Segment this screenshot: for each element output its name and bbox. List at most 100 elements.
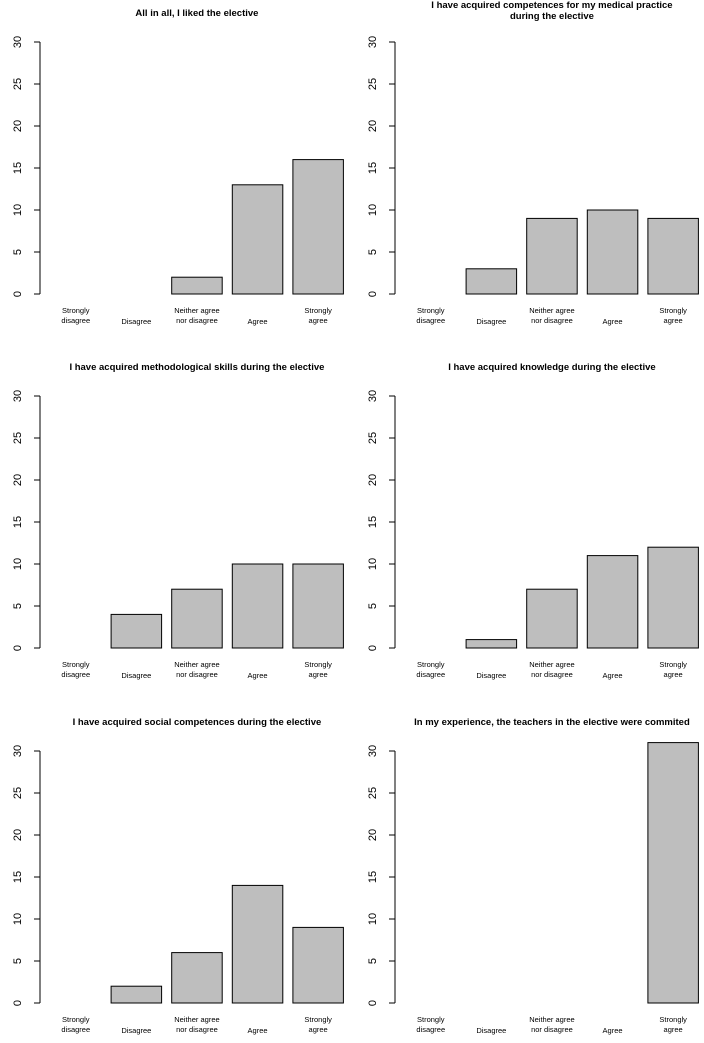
bar [231,884,284,1004]
y-tick-label: 10 [367,204,379,216]
y-tick-label: 25 [12,78,24,90]
category-label: Neither agree [174,1015,219,1024]
category-label: Strongly [659,660,687,669]
bar [647,217,699,295]
y-tick-label: 5 [367,603,379,609]
category-label: Disagree [476,1026,506,1035]
category-label: Disagree [121,317,151,326]
y-tick-label: 30 [367,390,379,402]
y-tick-label: 30 [367,745,379,757]
chart-panel-3: I have acquired methodological skills du… [12,362,344,680]
chart-panel-5: I have acquired social competences durin… [12,717,344,1035]
chart-title: I have acquired competences for my medic… [431,0,672,11]
bar [526,588,578,649]
y-tick-label: 0 [12,291,24,297]
category-label: agree [309,1025,328,1034]
category-label: Agree [248,671,268,680]
bar [647,546,699,649]
category-label: nor disagree [531,1025,573,1034]
category-label: disagree [416,670,445,679]
category-label: disagree [61,670,90,679]
chart-title: In my experience, the teachers in the el… [414,717,690,728]
bar [647,742,699,1004]
category-label: Agree [603,1026,623,1035]
category-label: Agree [603,671,623,680]
category-label: nor disagree [531,670,573,679]
category-label: Strongly [304,306,332,315]
bar [292,563,344,649]
y-tick-label: 25 [367,78,379,90]
category-label: Agree [603,317,623,326]
category-label: Strongly [417,660,445,669]
y-tick-label: 0 [367,645,379,651]
category-label: nor disagree [531,316,573,325]
bar [465,268,518,295]
bar [231,563,284,649]
bar [292,926,344,1004]
category-label: disagree [416,1025,445,1034]
bar [171,276,223,295]
y-tick-label: 20 [367,474,379,486]
category-label: Strongly [417,306,445,315]
category-label: Neither agree [529,1015,574,1024]
y-tick-label: 0 [12,645,24,651]
chart-title: I have acquired social competences durin… [73,717,322,728]
y-tick-label: 20 [12,474,24,486]
y-tick-label: 5 [367,249,379,255]
y-tick-label: 5 [12,249,24,255]
category-label: Disagree [476,671,506,680]
chart-title: I have acquired knowledge during the ele… [448,362,655,373]
bar [171,588,223,649]
category-label: Strongly [659,1015,687,1024]
category-label: Neither agree [174,306,219,315]
category-label: Disagree [121,1026,151,1035]
y-tick-label: 15 [367,871,379,883]
y-tick-label: 15 [367,162,379,174]
y-tick-label: 30 [12,36,24,48]
y-tick-label: 10 [12,558,24,570]
category-label: Strongly [304,660,332,669]
y-tick-label: 25 [367,432,379,444]
category-label: Strongly [304,1015,332,1024]
y-tick-label: 30 [12,745,24,757]
bar [586,209,639,295]
bar [526,217,578,295]
y-tick-label: 10 [12,913,24,925]
y-tick-label: 10 [12,204,24,216]
y-tick-label: 30 [367,36,379,48]
category-label: Neither agree [529,306,574,315]
category-label: Agree [248,317,268,326]
y-tick-label: 15 [12,871,24,883]
y-tick-label: 5 [12,958,24,964]
category-label: Neither agree [174,660,219,669]
category-label: agree [664,1025,683,1034]
bar [110,613,163,649]
bar [171,952,223,1004]
y-tick-label: 20 [367,829,379,841]
y-tick-label: 20 [367,120,379,132]
y-tick-label: 15 [367,516,379,528]
chart-panel-2: I have acquired competences for my medic… [367,0,699,326]
chart-title: All in all, I liked the elective [135,8,258,19]
bar [586,555,639,649]
y-tick-label: 25 [12,432,24,444]
y-tick-label: 10 [367,913,379,925]
category-label: Strongly [62,660,90,669]
category-label: Disagree [121,671,151,680]
category-label: Agree [248,1026,268,1035]
chart-panel-1: All in all, I liked the elective 0 5 10 15 20… [12,8,344,326]
category-label: Strongly [417,1015,445,1024]
bar [231,184,284,295]
category-label: agree [309,670,328,679]
bar [292,159,344,295]
bar [110,985,163,1004]
category-label: disagree [61,316,90,325]
y-tick-label: 25 [367,787,379,799]
category-label: agree [664,670,683,679]
y-tick-label: 15 [12,516,24,528]
y-tick-label: 5 [367,958,379,964]
y-tick-label: 25 [12,787,24,799]
y-tick-label: 15 [12,162,24,174]
category-label: Strongly [62,1015,90,1024]
